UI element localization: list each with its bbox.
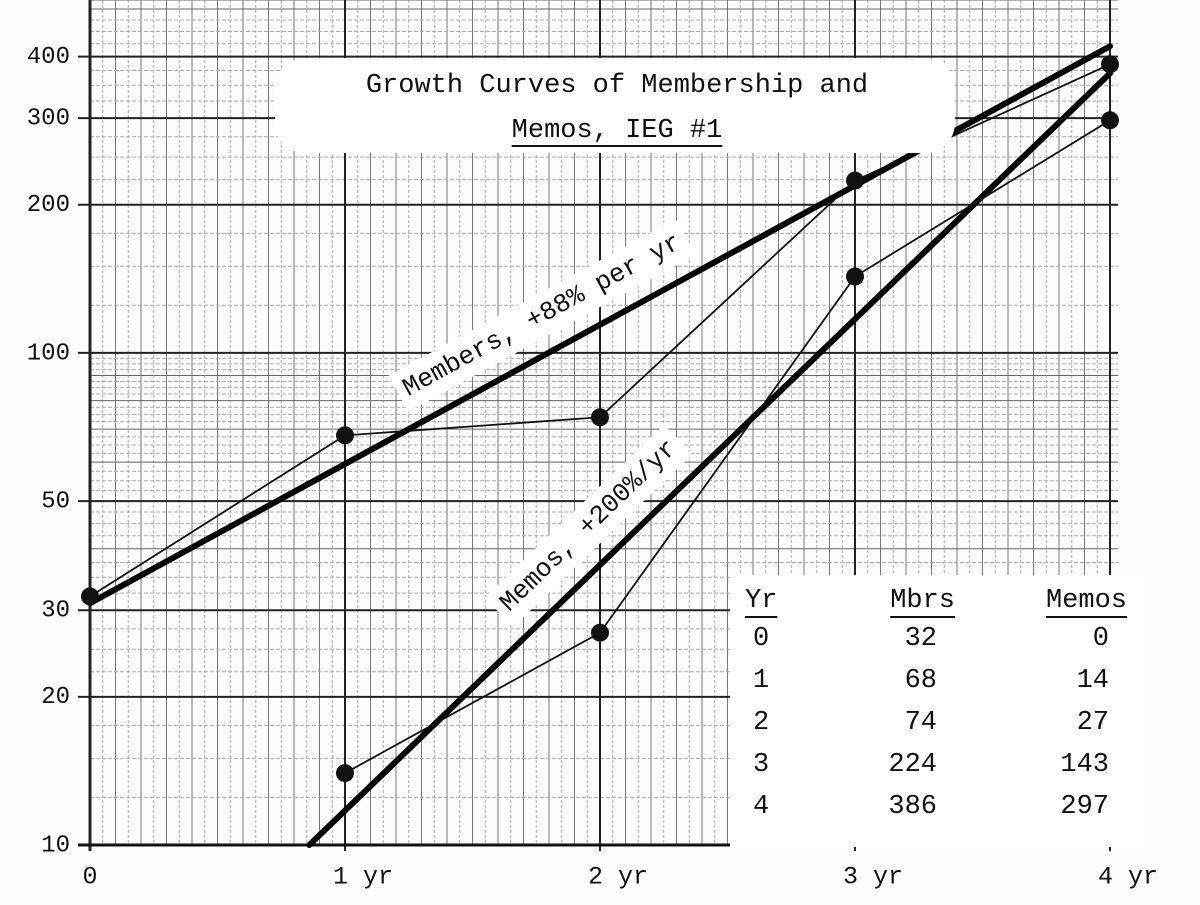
x-tick-label: 0	[82, 863, 97, 892]
table-cell: 74	[905, 708, 937, 738]
table-cell: 68	[905, 666, 937, 696]
data-point	[846, 171, 864, 190]
trend-label-box	[388, 219, 696, 412]
table-cell: 143	[1060, 750, 1109, 780]
table-header: Memos	[1046, 586, 1127, 616]
y-tick-label: 200	[27, 192, 70, 219]
data-table: Yr Mbrs Memos 0 32 0 1 68 14 2 74 27 3 224 143 4 386 297	[730, 575, 1140, 847]
title-block: Growth Curves of Membership and Memos, I…	[275, 58, 955, 153]
x-tick-label: 4 yr	[1098, 863, 1158, 892]
x-tick-label: 1 yr	[333, 863, 393, 892]
data-point	[591, 408, 609, 427]
data-point	[591, 623, 609, 642]
y-tick-label: 300	[27, 106, 70, 133]
table-cell: 1	[753, 666, 769, 696]
y-tick-label: 100	[27, 340, 70, 367]
table-cell: 14	[1077, 666, 1109, 696]
table-box	[730, 575, 1140, 847]
x-tick-label: 3 yr	[843, 863, 903, 892]
data-point	[81, 587, 99, 606]
data-point	[1101, 55, 1119, 74]
y-tick-label: 20	[41, 684, 70, 711]
data-point	[336, 426, 354, 445]
trend-label-box	[484, 424, 693, 628]
series-line	[344, 119, 1111, 774]
table-header: Yr	[745, 586, 777, 616]
table-cell: 386	[888, 792, 937, 822]
table-cell: 4	[753, 792, 769, 822]
table-cell: 0	[1093, 624, 1109, 654]
y-tick-label: 50	[41, 488, 70, 515]
table-cell: 297	[1060, 792, 1109, 822]
title-box	[275, 58, 955, 153]
table-cell: 0	[753, 624, 769, 654]
table-cell: 2	[753, 708, 769, 738]
y-tick-label: 30	[41, 598, 70, 625]
y-tick-label: 400	[27, 44, 70, 71]
chart-title: Growth Curves of Membership and	[366, 71, 868, 101]
y-tick-label: 10	[41, 832, 70, 859]
table-cell: 3	[753, 750, 769, 780]
data-point	[846, 267, 864, 286]
x-tick-label: 2 yr	[588, 863, 648, 892]
table-header: Mbrs	[890, 586, 955, 616]
data-point	[1101, 111, 1119, 130]
chart-title: Memos, IEG #1	[512, 116, 723, 146]
table-cell: 32	[905, 624, 937, 654]
table-cell: 27	[1077, 708, 1109, 738]
data-point	[336, 764, 354, 783]
table-cell: 224	[888, 750, 937, 780]
